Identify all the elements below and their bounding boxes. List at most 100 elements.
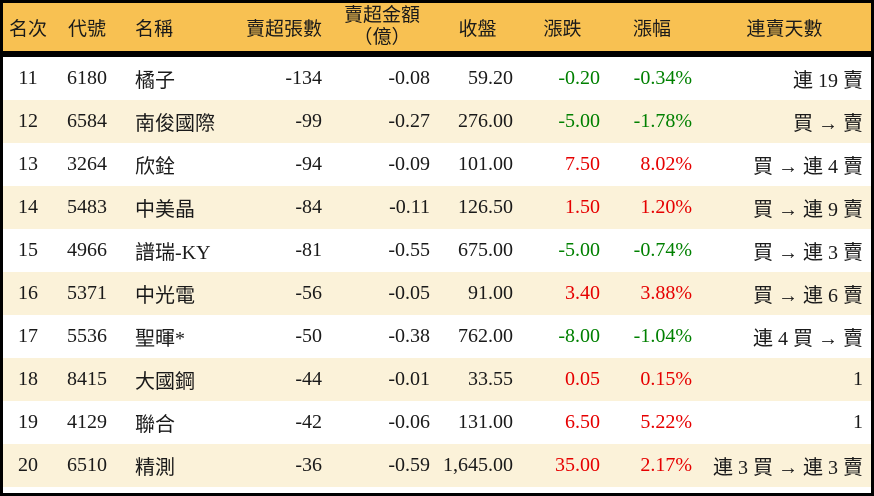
change-cell: -5.00 (558, 110, 600, 132)
rank-cell: 11 (18, 67, 38, 89)
amount-cell: -0.38 (388, 325, 430, 347)
streak-cell: 買 → 連 3 賣 (753, 242, 863, 264)
name-cell: 聖暉* (135, 328, 185, 350)
close-cell: 91.00 (468, 282, 513, 304)
amount-cell: -0.05 (388, 282, 430, 304)
col-header-amount-line1: 賣超金額 (343, 5, 420, 27)
shares-cell: -56 (295, 282, 322, 304)
close-cell: 675.00 (458, 239, 513, 261)
name-cell: 大國鋼 (135, 371, 195, 393)
close-cell: 131.00 (458, 411, 513, 433)
streak-cell: 1 (853, 368, 863, 390)
col-header-name: 名稱 (135, 18, 174, 40)
amount-cell: -0.59 (388, 454, 430, 476)
close-cell: 33.55 (468, 368, 513, 390)
col-header-amount-line2: （億） (353, 27, 411, 48)
streak-cell: 買 → 連 9 賣 (753, 199, 863, 221)
table-row[interactable]: 11 6180 橘子 -134 -0.08 59.20 -0.20 -0.34%… (3, 57, 871, 100)
code-cell: 5483 (67, 196, 107, 218)
change-cell: 6.50 (565, 411, 600, 433)
code-cell: 5536 (67, 325, 107, 347)
col-header-code: 代號 (67, 18, 106, 40)
col-header-streak: 連賣天數 (746, 18, 823, 40)
shares-cell: -44 (295, 368, 322, 390)
name-cell: 譜瑞-KY (135, 242, 211, 264)
change-pct-cell: 3.88% (640, 282, 692, 304)
amount-cell: -0.08 (388, 67, 430, 89)
shares-cell: -50 (295, 325, 322, 347)
shares-cell: -84 (295, 196, 322, 218)
code-cell: 5371 (67, 282, 107, 304)
col-header-shares: 賣超張數 (245, 18, 322, 40)
streak-cell: 連 19 賣 (793, 70, 863, 92)
table-row[interactable]: 16 5371 中光電 -56 -0.05 91.00 3.40 3.88% 買… (3, 272, 871, 315)
change-pct-cell: 0.15% (640, 368, 692, 390)
amount-cell: -0.27 (388, 110, 430, 132)
col-header-change: 漲跌 (543, 18, 582, 40)
close-cell: 59.20 (468, 67, 513, 89)
table-body: 11 6180 橘子 -134 -0.08 59.20 -0.20 -0.34%… (3, 57, 871, 487)
shares-cell: -94 (295, 153, 322, 175)
change-pct-cell: 1.20% (640, 196, 692, 218)
name-cell: 聯合 (135, 414, 175, 436)
table-row[interactable]: 20 6510 精測 -36 -0.59 1,645.00 35.00 2.17… (3, 444, 871, 487)
amount-cell: -0.06 (388, 411, 430, 433)
close-cell: 126.50 (458, 196, 513, 218)
name-cell: 欣銓 (135, 156, 175, 178)
rank-cell: 14 (18, 196, 38, 218)
name-cell: 中美晶 (135, 199, 195, 221)
change-pct-cell: -0.74% (633, 239, 692, 261)
table-row[interactable]: 18 8415 大國鋼 -44 -0.01 33.55 0.05 0.15% 1 (3, 358, 871, 401)
table-row[interactable]: 14 5483 中美晶 -84 -0.11 126.50 1.50 1.20% … (3, 186, 871, 229)
code-cell: 8415 (67, 368, 107, 390)
table-row[interactable]: 13 3264 欣銓 -94 -0.09 101.00 7.50 8.02% 買… (3, 143, 871, 186)
table-row[interactable]: 15 4966 譜瑞-KY -81 -0.55 675.00 -5.00 -0.… (3, 229, 871, 272)
code-cell: 6510 (67, 454, 107, 476)
rank-cell: 19 (18, 411, 38, 433)
change-cell: 35.00 (555, 454, 600, 476)
change-cell: 1.50 (565, 196, 600, 218)
streak-cell: 買 → 連 4 賣 (753, 156, 863, 178)
table-row[interactable]: 19 4129 聯合 -42 -0.06 131.00 6.50 5.22% 1 (3, 401, 871, 444)
change-cell: -5.00 (558, 239, 600, 261)
code-cell: 4966 (67, 239, 107, 261)
amount-cell: -0.11 (389, 196, 430, 218)
change-pct-cell: -1.04% (633, 325, 692, 347)
shares-cell: -99 (295, 110, 322, 132)
shares-cell: -81 (295, 239, 322, 261)
amount-cell: -0.09 (388, 153, 430, 175)
change-cell: -8.00 (558, 325, 600, 347)
code-cell: 4129 (67, 411, 107, 433)
col-header-amount: 賣超金額 （億） (328, 3, 436, 51)
close-cell: 1,645.00 (443, 454, 513, 476)
streak-cell: 買 → 賣 (793, 113, 863, 135)
shares-cell: -134 (285, 67, 322, 89)
shares-cell: -36 (295, 454, 322, 476)
close-cell: 276.00 (458, 110, 513, 132)
name-cell: 南俊國際 (135, 113, 215, 135)
rank-cell: 13 (18, 153, 38, 175)
streak-cell: 連 4 買 → 賣 (753, 328, 863, 350)
change-cell: 3.40 (565, 282, 600, 304)
rank-cell: 18 (18, 368, 38, 390)
change-pct-cell: -0.34% (633, 67, 692, 89)
name-cell: 中光電 (135, 285, 195, 307)
rank-cell: 16 (18, 282, 38, 304)
change-cell: 7.50 (565, 153, 600, 175)
close-cell: 762.00 (458, 325, 513, 347)
code-cell: 3264 (67, 153, 107, 175)
code-cell: 6180 (67, 67, 107, 89)
streak-cell: 買 → 連 6 賣 (753, 285, 863, 307)
table-header: 名次 代號 名稱 賣超張數 賣超金額 （億） 收盤 漲跌 漲幅 連賣天數 (3, 3, 871, 57)
name-cell: 橘子 (135, 70, 175, 92)
table-row[interactable]: 12 6584 南俊國際 -99 -0.27 276.00 -5.00 -1.7… (3, 100, 871, 143)
close-cell: 101.00 (458, 153, 513, 175)
col-header-pct: 漲幅 (632, 18, 671, 40)
change-cell: -0.20 (558, 67, 600, 89)
table-row[interactable]: 17 5536 聖暉* -50 -0.38 762.00 -8.00 -1.04… (3, 315, 871, 358)
rank-cell: 12 (18, 110, 38, 132)
rank-cell: 20 (18, 454, 38, 476)
rank-cell: 15 (18, 239, 38, 261)
shares-cell: -42 (295, 411, 322, 433)
